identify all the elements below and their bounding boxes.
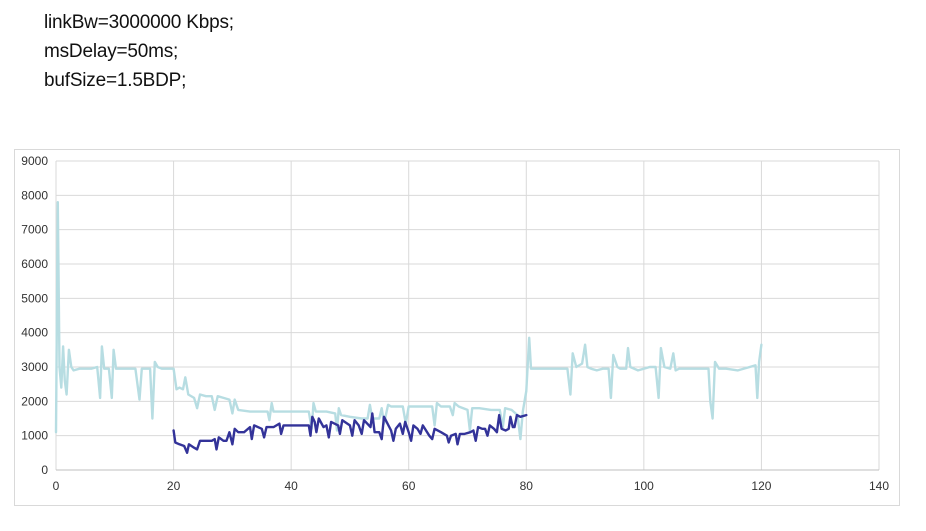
y-tick-label: 0 (41, 463, 48, 477)
config-line-delay: msDelay=50ms; (44, 41, 179, 62)
x-tick-label: 20 (167, 479, 181, 493)
x-tick-label: 80 (520, 479, 534, 493)
x-tick-label: 0 (53, 479, 60, 493)
series-line-1 (54, 201, 763, 441)
x-tick-label: 120 (751, 479, 771, 493)
y-tick-label: 5000 (21, 291, 48, 305)
series-line-2 (172, 412, 528, 454)
config-line-link-bandwidth: linkBw=3000000 Kbps; (44, 12, 234, 33)
line-chart: 0 1000 2000 3000 4000 5000 6000 7000 8000 9000 0 20… (21, 154, 889, 493)
chart-container: 0 1000 2000 3000 4000 5000 6000 7000 8000 9000 0 20… (14, 149, 900, 506)
x-tick-label: 100 (634, 479, 654, 493)
x-tick-label: 60 (402, 479, 416, 493)
y-tick-label: 8000 (21, 188, 48, 202)
y-tick-label: 1000 (21, 429, 48, 443)
y-tick-label: 2000 (21, 394, 48, 408)
y-tick-label: 3000 (21, 360, 48, 374)
y-tick-label: 6000 (21, 257, 48, 271)
y-tick-label: 7000 (21, 223, 48, 237)
config-line-buffer-size: bufSize=1.5BDP; (44, 70, 187, 91)
y-tick-label: 4000 (21, 326, 48, 340)
y-tick-label: 9000 (21, 154, 48, 168)
x-tick-label: 140 (869, 479, 889, 493)
x-tick-label: 40 (284, 479, 298, 493)
config-text: linkBw=3000000 Kbps; msDelay=50ms; bufSi… (44, 8, 234, 95)
